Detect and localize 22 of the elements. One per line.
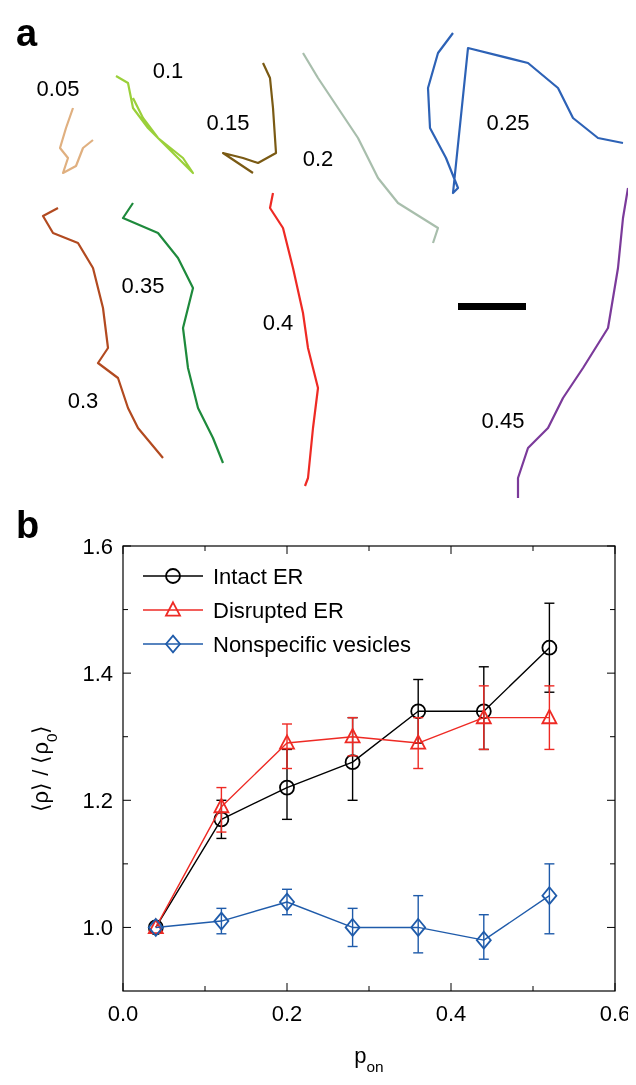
- chart-title: b: [16, 504, 40, 546]
- y-tick-label: 1.4: [82, 661, 113, 687]
- y-tick-label: 1.2: [82, 788, 113, 814]
- text: 0.25: [486, 110, 530, 135]
- text: 0.45: [481, 408, 525, 433]
- text: 0.15: [206, 110, 250, 135]
- legend-label: Nonspecific vesicles: [213, 632, 412, 657]
- x-tick-label: 0.4: [435, 1001, 467, 1026]
- x-tick-label: 0.2: [271, 1001, 303, 1026]
- text: 0.3: [67, 388, 99, 413]
- text: 0.1: [152, 58, 184, 83]
- text: 0.4: [262, 310, 294, 335]
- x-tick-label: 0.0: [107, 1001, 139, 1026]
- y-tick-label: 1.0: [82, 915, 113, 941]
- x-axis-title: p$_{on}$: [354, 1043, 384, 1075]
- y-tick-label: 1.6: [82, 534, 113, 559]
- text: 0.05: [36, 76, 80, 101]
- text: 0.35: [121, 273, 165, 298]
- legend-label: Intact ER: [213, 564, 304, 589]
- text: a: [16, 12, 38, 54]
- text: 0.2: [302, 146, 334, 171]
- legend-label: Disrupted ER: [213, 598, 344, 623]
